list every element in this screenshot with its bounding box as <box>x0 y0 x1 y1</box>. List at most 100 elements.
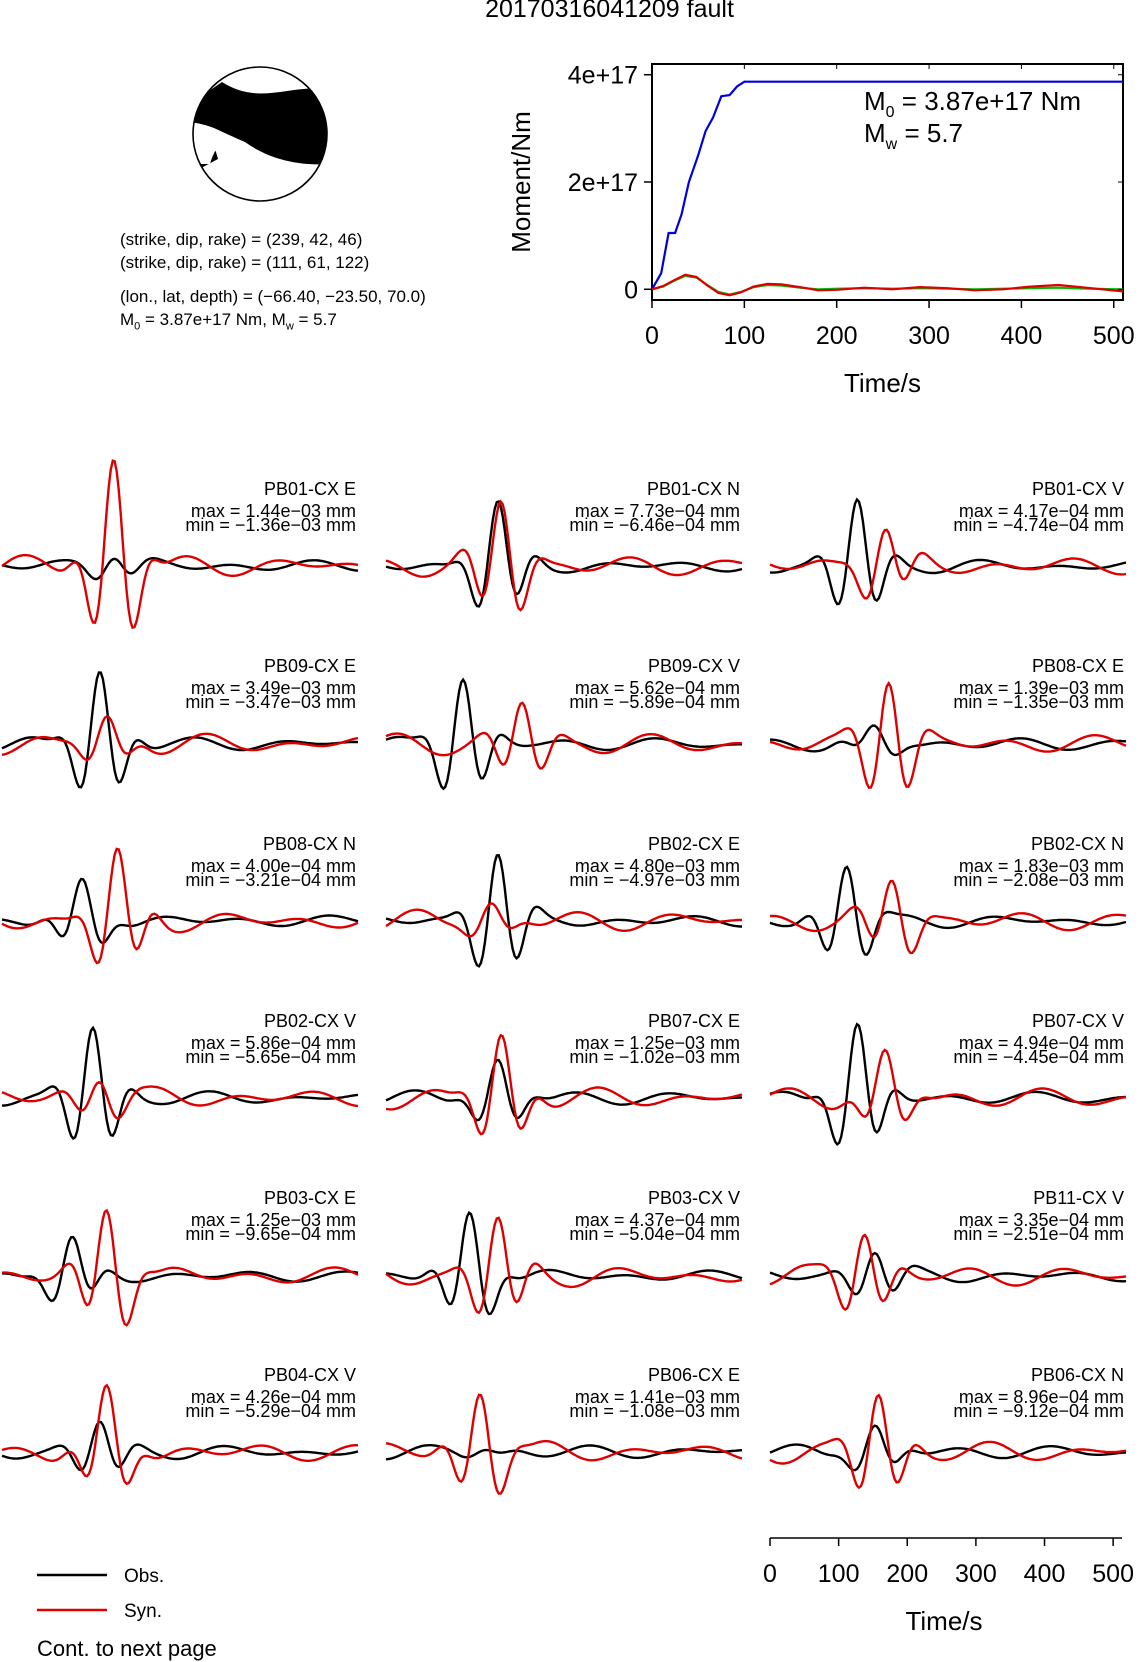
synthetic-trace <box>769 879 1127 955</box>
synthetic-trace <box>385 1033 743 1136</box>
moment-series-2 <box>651 273 1124 297</box>
moment-ytick-label-1: 2e+17 <box>568 169 638 197</box>
observed-trace <box>385 499 743 608</box>
synthetic-trace <box>385 701 743 770</box>
moment-annotation-m0-symbol: M <box>864 86 886 116</box>
station-label: PB06-CX N <box>1031 1365 1124 1385</box>
moment-ytick-label-2: 4e+17 <box>568 62 638 90</box>
synthetic-trace <box>1 1383 358 1486</box>
moment-annotation-mw-symbol: M <box>864 118 886 148</box>
moment-xtick-label-0: 0 <box>645 322 659 350</box>
synthetic-trace <box>385 1393 743 1495</box>
observed-trace <box>385 677 743 791</box>
observed-trace <box>1 1420 359 1472</box>
observed-trace <box>1 877 359 945</box>
observed-trace <box>385 853 742 968</box>
observed-trace <box>769 1424 1127 1472</box>
nodal-plane-2: (strike, dip, rake) = (111, 61, 122) <box>120 253 370 272</box>
station-label: PB02-CX V <box>264 1011 356 1031</box>
moment-annotation-m0: M0 = 3.87e+17 Nm <box>864 86 1081 121</box>
continuation-note: Cont. to next page <box>37 1636 217 1661</box>
moment-series-0 <box>651 80 1123 290</box>
synthetic-trace <box>769 1233 1127 1311</box>
synthetic-trace <box>769 681 1127 789</box>
waveform-xtick-label-4: 400 <box>1024 1560 1066 1588</box>
trace-min: min = −1.35e−03 mm <box>953 692 1124 712</box>
station-label: PB07-CX V <box>1032 1011 1124 1031</box>
trace-min: min = −3.21e−04 mm <box>185 870 356 890</box>
moment-chart: 0 100 200 300 400 500 0 2e+17 4e+17 Time/s Moment/… <box>506 62 1135 398</box>
beachball-dilatational-wedge <box>193 122 230 164</box>
trace-min: min = −3.47e−03 mm <box>185 692 356 712</box>
trace-max: max = 1.41e−03 mm <box>575 1387 740 1407</box>
trace-max: max = 1.25e−03 mm <box>191 1210 356 1230</box>
station-label: PB02-CX N <box>1031 834 1124 854</box>
trace-max: max = 1.39e−03 mm <box>959 678 1124 698</box>
trace-max: max = 1.25e−03 mm <box>575 1033 740 1053</box>
moment-xtick-label-2: 200 <box>816 322 858 350</box>
station-label: PB08-CX E <box>1032 656 1124 676</box>
trace-max: max = 3.35e−04 mm <box>959 1210 1124 1230</box>
waveform-xtick-label-3: 300 <box>955 1560 997 1588</box>
legend-syn-label: Syn. <box>124 1601 162 1622</box>
trace-max: max = 1.83e−03 mm <box>959 856 1124 876</box>
moment-annotation-m0-value: = 3.87e+17 Nm <box>895 86 1081 116</box>
moment-annotation-mw-value: = 5.7 <box>897 118 963 148</box>
moment-annotation-m0-subscript: 0 <box>886 104 895 121</box>
waveform-xtick-label-2: 200 <box>886 1560 928 1588</box>
synthetic-trace <box>385 1216 743 1315</box>
trace-min: min = −5.65e−04 mm <box>185 1047 356 1067</box>
synthetic-trace <box>769 1048 1127 1122</box>
trace-max: max = 3.49e−03 mm <box>191 678 356 698</box>
synthetic-trace <box>385 902 742 938</box>
moment-ytick-label-0: 0 <box>624 276 638 304</box>
station-label: PB04-CX V <box>264 1365 356 1385</box>
synthetic-trace <box>1 1208 359 1327</box>
moment-text: M0 = 3.87e+17 Nm, Mw = 5.7 <box>120 310 337 336</box>
trace-max: max = 7.73e−04 mm <box>575 501 740 521</box>
moment-xtick-label-5: 500 <box>1093 322 1135 350</box>
trace-min: min = −2.51e−04 mm <box>953 1224 1124 1244</box>
legend-obs-label: Obs. <box>124 1566 164 1587</box>
trace-min: min = −6.46e−04 mm <box>569 515 740 535</box>
trace-min: min = −4.97e−03 mm <box>569 870 740 890</box>
page-title: 20170316041209 fault <box>485 0 734 23</box>
trace-min: min = −5.29e−04 mm <box>185 1401 356 1421</box>
moment-mw-value: = 5.7 <box>293 310 337 329</box>
trace-max: max = 4.80e−03 mm <box>575 856 740 876</box>
trace-max: max = 4.26e−04 mm <box>191 1387 356 1407</box>
synthetic-trace <box>1 714 359 762</box>
moment-annotation-mw: Mw = 5.7 <box>864 118 963 153</box>
moment-mw-subscript: w <box>285 320 294 333</box>
moment-xtick-label-3: 300 <box>908 322 950 350</box>
trace-max: max = 5.86e−04 mm <box>191 1033 356 1053</box>
beachball-diagram <box>192 66 328 202</box>
beachball-compressional-quadrant <box>193 82 327 165</box>
station-label: PB09-CX E <box>264 656 356 676</box>
station-label: PB07-CX E <box>648 1011 740 1031</box>
station-label: PB01-CX N <box>647 479 740 499</box>
moment-xtick-label-1: 100 <box>723 322 765 350</box>
trace-max: max = 1.44e−03 mm <box>191 501 356 521</box>
station-label: PB01-CX E <box>264 479 356 499</box>
station-label: PB09-CX V <box>648 656 740 676</box>
trace-min: min = −2.08e−03 mm <box>953 870 1124 890</box>
synthetic-trace <box>385 499 743 612</box>
station-label: PB11-CX V <box>1033 1188 1124 1208</box>
trace-max: max = 4.17e−04 mm <box>959 501 1124 521</box>
moment-yaxis-label: Moment/Nm <box>506 111 536 253</box>
trace-max: max = 5.62e−04 mm <box>575 678 740 698</box>
trace-max: max = 4.94e−04 mm <box>959 1033 1124 1053</box>
